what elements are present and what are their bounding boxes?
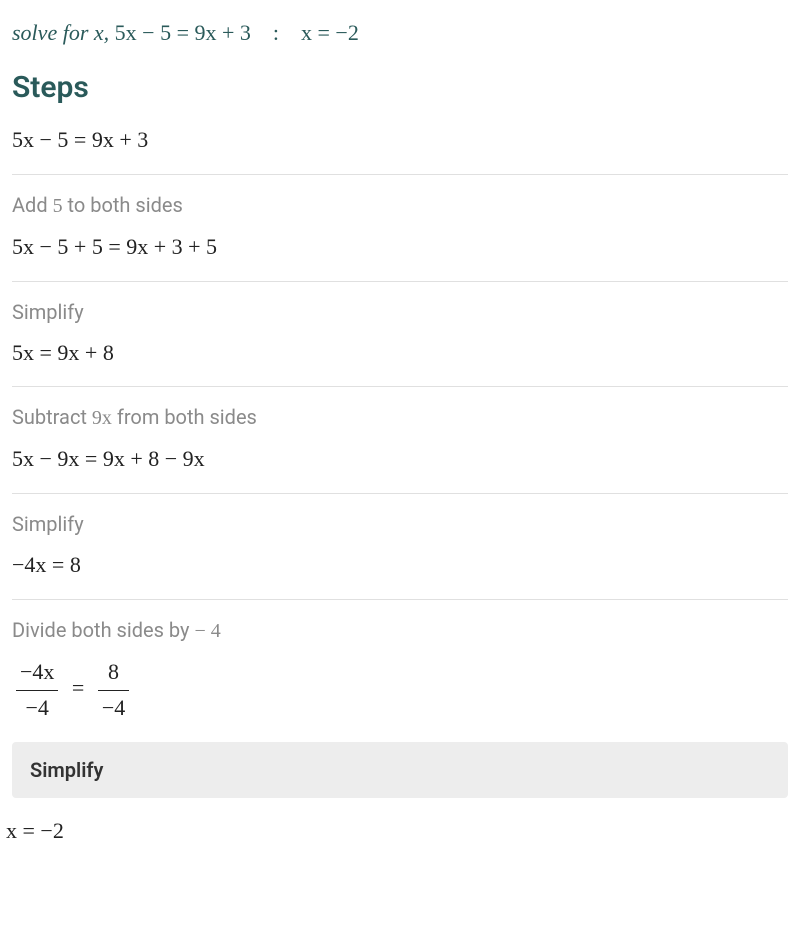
step-description: Simplify	[12, 494, 788, 536]
fraction-left: −4x −4	[16, 657, 58, 724]
step-equation: 5x − 5 + 5 = 9x + 3 + 5	[12, 232, 788, 263]
step-description: Simplify	[12, 282, 788, 324]
step-3: Subtract 9x from both sides 5x − 9x = 9x…	[12, 387, 788, 475]
step-description: Add 5 to both sides	[12, 175, 788, 218]
problem-equation: 5x − 5 = 9x + 3	[115, 20, 251, 45]
step-2: Simplify 5x = 9x + 8	[12, 282, 788, 369]
step-equation: −4x = 8	[12, 550, 788, 581]
step-equation-fraction: −4x −4 = 8 −4	[12, 657, 788, 724]
step-equation: 5x − 9x = 9x + 8 − 9x	[12, 444, 788, 475]
problem-statement: solve for x, 5x − 5 = 9x + 3 : x = −2	[12, 20, 788, 46]
step-5: Divide both sides by − 4 −4x −4 = 8 −4	[12, 600, 788, 724]
step-equation: 5x = 9x + 8	[12, 338, 788, 369]
initial-equation: 5x − 5 = 9x + 3	[12, 125, 788, 156]
step-description: Divide both sides by − 4	[12, 600, 788, 643]
step-description: Subtract 9x from both sides	[12, 387, 788, 430]
final-answer: x = −2	[6, 818, 788, 844]
fraction-right: 8 −4	[98, 657, 129, 724]
step-1: Add 5 to both sides 5x − 5 + 5 = 9x + 3 …	[12, 175, 788, 263]
equals-sign: =	[72, 675, 84, 700]
problem-colon: :	[256, 20, 295, 45]
problem-label: solve for x,	[12, 20, 109, 45]
steps-heading: Steps	[12, 70, 788, 105]
simplify-button[interactable]: Simplify	[12, 742, 788, 798]
step-4: Simplify −4x = 8	[12, 494, 788, 581]
problem-answer: x = −2	[301, 20, 359, 45]
